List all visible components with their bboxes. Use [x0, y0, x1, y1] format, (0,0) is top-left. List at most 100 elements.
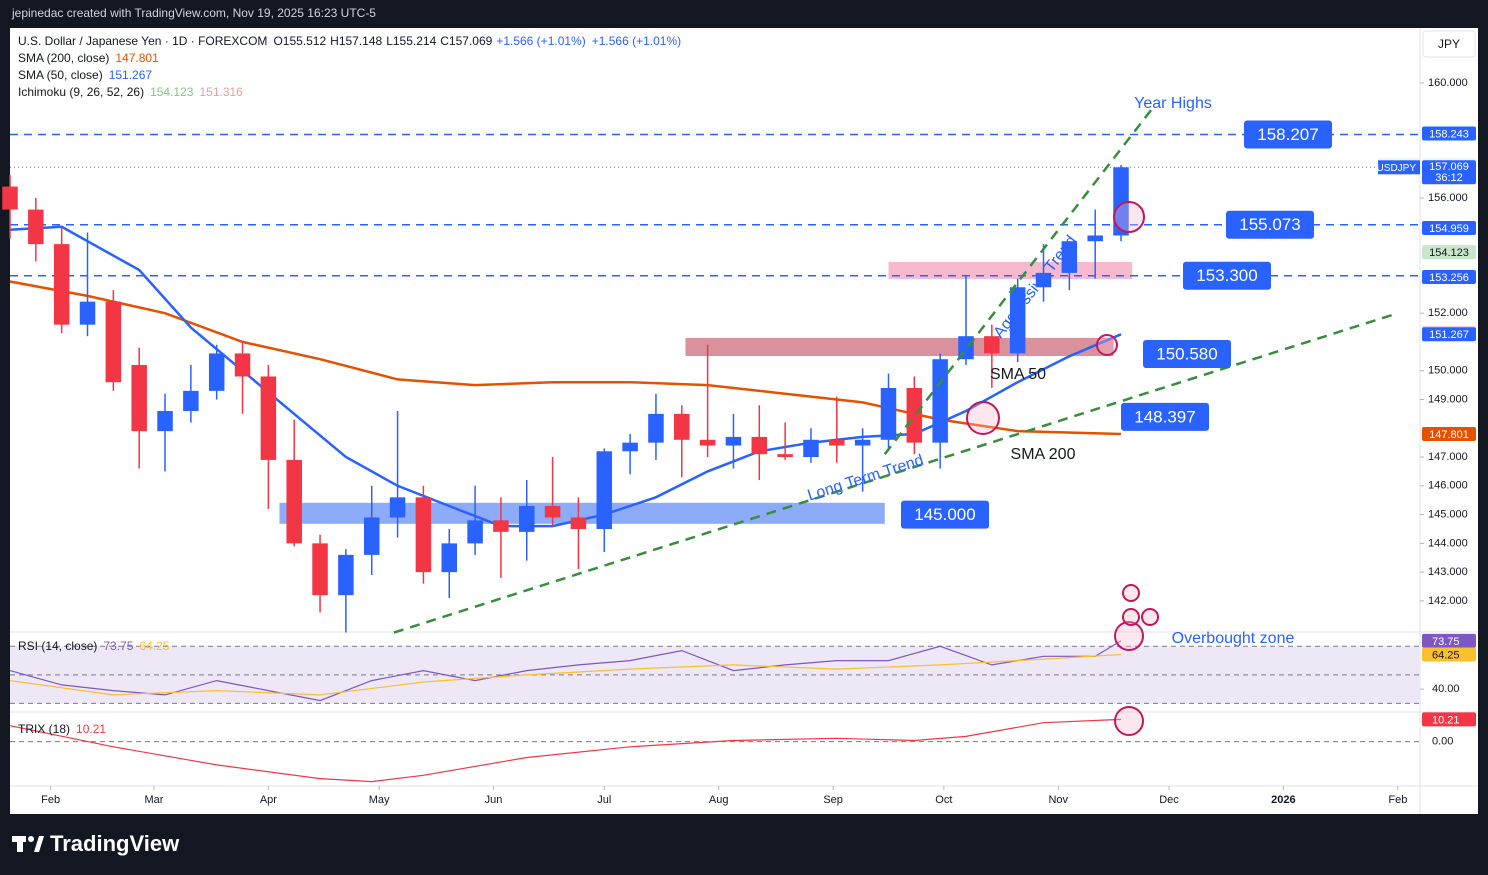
trend-line [393, 311, 1399, 634]
y-tick-label: 40.00 [1432, 683, 1460, 695]
candle-body [725, 436, 742, 446]
y-tick-label: 146.000 [1428, 480, 1468, 492]
candle-body [751, 436, 768, 455]
candle-body [131, 364, 147, 432]
annotation: Year Highs [1134, 95, 1212, 112]
logo-part [28, 836, 34, 842]
legend-sma50: SMA (50, close) 151.267 [18, 68, 152, 82]
candle-body [234, 353, 251, 377]
highlight-circles [966, 201, 1159, 736]
axis-badge [1422, 160, 1476, 185]
axis-badge [1422, 270, 1476, 285]
candle-body [699, 439, 716, 446]
event-flag[interactable] [1141, 608, 1159, 626]
y-tick-label: 144.000 [1428, 537, 1468, 549]
circle [966, 401, 1000, 435]
candle-body [622, 442, 638, 452]
level-label: 155.073 [1239, 215, 1300, 234]
brand-name: TradingView [50, 831, 180, 856]
axis-badge [1422, 647, 1476, 662]
axis-badge [1422, 126, 1476, 141]
annotation: Overbought zone [1172, 630, 1295, 647]
level-label-box [1226, 210, 1314, 239]
circle [1114, 706, 1144, 736]
candle-body [596, 451, 613, 529]
x-tick-label: Aug [709, 794, 729, 806]
candle-body [208, 353, 225, 391]
candle-body [1009, 287, 1026, 354]
zone [685, 337, 1114, 357]
candle-body [906, 387, 923, 443]
candle-body [493, 520, 509, 532]
x-tick-label: Feb [1388, 794, 1407, 806]
candle-body [1087, 235, 1103, 242]
axis-badge-label: 154.123 [1429, 247, 1469, 259]
level-label: 158.207 [1257, 125, 1318, 144]
logo-part [34, 836, 44, 852]
axis-badge-label: 158.243 [1429, 128, 1469, 140]
candle-body [2, 186, 18, 210]
axis-badge-label: 153.256 [1429, 272, 1469, 284]
axis-badge-label: 157.069 [1429, 161, 1469, 173]
brand: TradingView [12, 831, 180, 856]
price-label-box [901, 500, 989, 529]
candle-body [984, 336, 1000, 354]
y-tick-label: 156.000 [1428, 192, 1468, 204]
candle-body [363, 517, 380, 555]
legend-sma200: SMA (200, close) 147.801 [18, 51, 159, 65]
annotation: SMA 50 [990, 366, 1046, 383]
price-label-box [1121, 402, 1209, 431]
candle-body [777, 454, 793, 458]
y-tick-label: 143.000 [1428, 566, 1468, 578]
y-tick-label: 152.000 [1428, 307, 1468, 319]
price-label: 150.580 [1156, 345, 1217, 364]
y-tick-label: 150.000 [1428, 365, 1468, 377]
level-label: 153.300 [1196, 266, 1257, 285]
legend-trix: TRIX (18) 10.21 [18, 722, 106, 736]
series-line [9, 640, 1122, 702]
circle [1096, 334, 1118, 356]
currency: JPY [1438, 37, 1460, 51]
candle-body [260, 376, 277, 460]
axis-badge-label: 73.75 [1432, 636, 1460, 648]
axis-badge-label: 151.267 [1429, 329, 1469, 341]
x-tick-label: Mar [144, 794, 163, 806]
axis-badge [1422, 712, 1476, 727]
x-tick-label: Oct [935, 794, 952, 806]
axis-badge-label: 154.959 [1429, 223, 1469, 235]
candle-body [28, 209, 44, 245]
legend-title: U.S. Dollar / Japanese Yen · 1D · FOREXC… [18, 34, 681, 48]
y-tick-label: 160.000 [1428, 77, 1468, 89]
candle-body [544, 505, 561, 518]
candle-body [570, 517, 587, 529]
circle [1114, 621, 1144, 651]
candle-body [932, 359, 948, 443]
x-tick-label: Apr [260, 794, 277, 806]
candle-body [53, 244, 70, 325]
annotation: SMA 200 [1011, 446, 1076, 463]
axis-badge [1422, 221, 1476, 236]
x-tick-label: Sep [823, 794, 843, 806]
candle-body [286, 459, 302, 544]
level-label-box [1244, 120, 1332, 149]
x-tick-label: May [369, 794, 390, 806]
y-tick-label: 145.000 [1428, 509, 1468, 521]
event-flag[interactable] [1122, 584, 1140, 602]
legend: U.S. Dollar / Japanese Yen · 1D · FOREXC… [18, 34, 681, 736]
axis-badge-label: 147.801 [1429, 429, 1469, 441]
x-tick-label: Jun [485, 794, 503, 806]
candle-body [854, 439, 871, 446]
price-label: 148.397 [1134, 407, 1195, 426]
y-tick-label: 0.00 [1432, 736, 1453, 748]
series-line [9, 653, 1122, 696]
event-flag[interactable] [1122, 608, 1140, 626]
candle-body [1035, 272, 1052, 288]
candle-body [674, 413, 690, 440]
axis-badge [1422, 245, 1476, 260]
y-tick-label: 149.000 [1428, 393, 1468, 405]
currency-box[interactable] [1422, 30, 1476, 58]
header: jepinedac created with TradingView.com, … [11, 6, 376, 20]
x-tick-label: Jul [597, 794, 611, 806]
candle-body [105, 301, 122, 383]
